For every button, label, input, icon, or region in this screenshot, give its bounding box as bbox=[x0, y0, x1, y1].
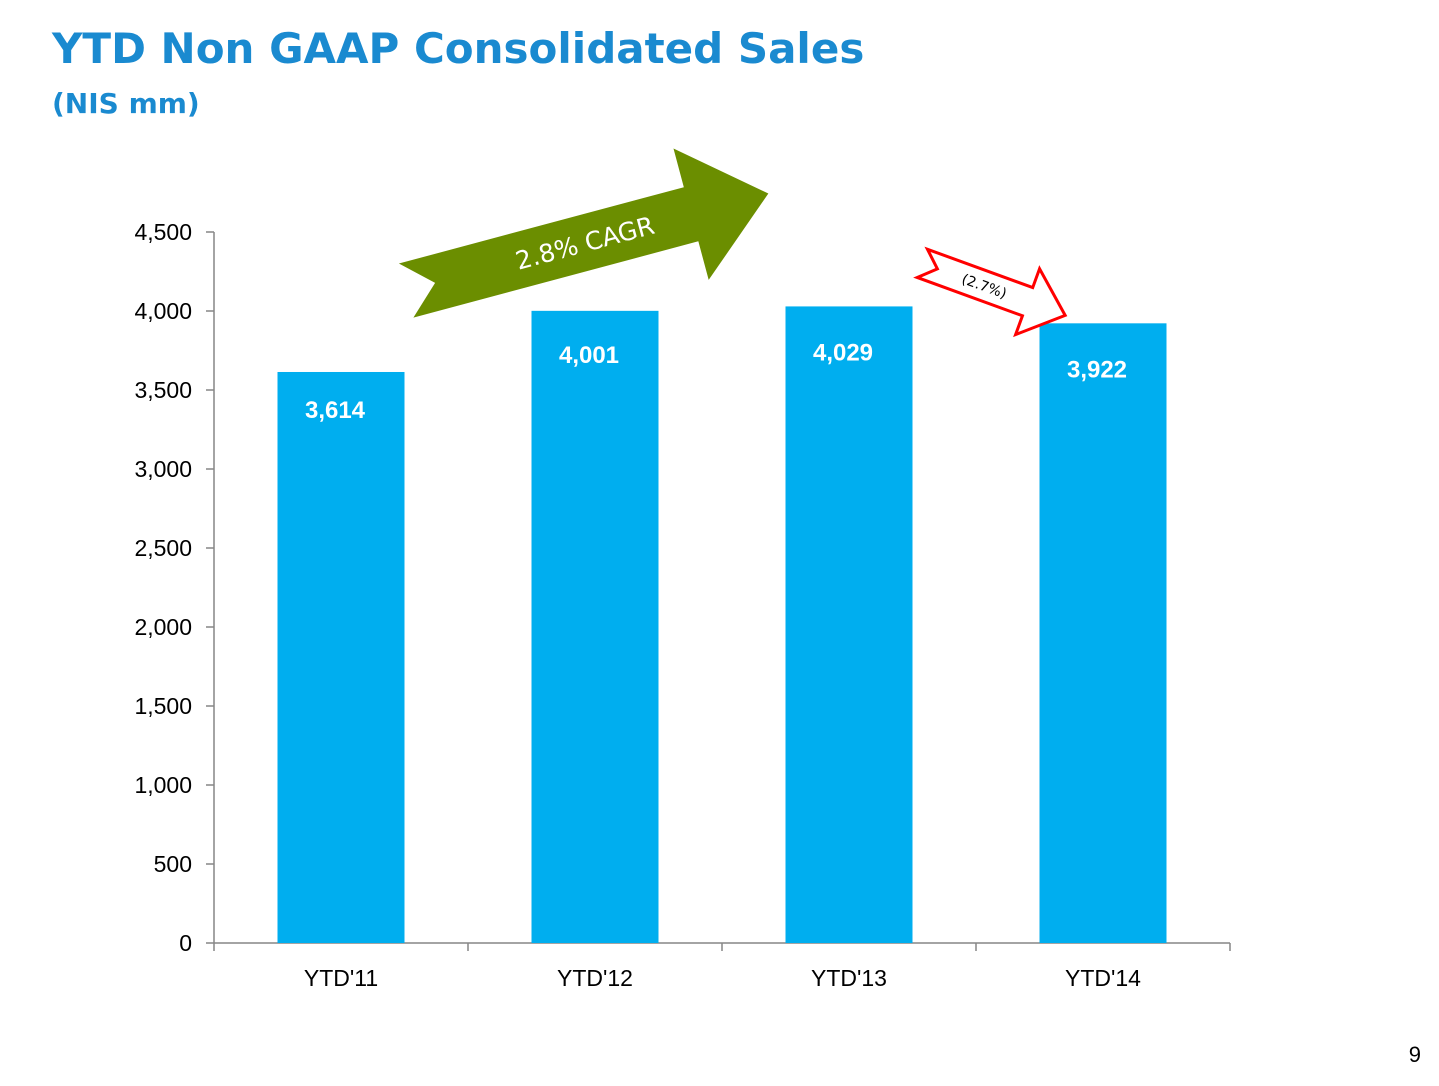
bar-value-label: 3,922 bbox=[1067, 356, 1127, 383]
y-tick-label: 1,500 bbox=[134, 693, 192, 719]
bar bbox=[277, 371, 405, 943]
y-tick-label: 500 bbox=[154, 851, 192, 877]
page-title: YTD Non GAAP Consolidated Sales bbox=[52, 24, 865, 73]
x-tick-label: YTD'11 bbox=[304, 965, 378, 991]
y-tick-label: 4,000 bbox=[134, 298, 192, 324]
x-tick-label: YTD'14 bbox=[1065, 965, 1141, 991]
bar-value-label: 3,614 bbox=[305, 397, 366, 424]
x-tick-label: YTD'12 bbox=[557, 965, 633, 991]
y-tick-label: 0 bbox=[179, 930, 192, 956]
bar bbox=[531, 310, 659, 943]
y-tick-label: 2,000 bbox=[134, 614, 192, 640]
bar-value-label: 4,029 bbox=[813, 339, 873, 366]
x-axis: YTD'11 YTD'12 YTD'13 YTD'14 bbox=[213, 942, 1231, 991]
page-subtitle: (NIS mm) bbox=[52, 87, 200, 120]
decline-arrow-shape bbox=[913, 246, 1068, 338]
bar-series: 3,614 4,001 4,029 3,922 bbox=[277, 306, 1167, 944]
y-axis: 0 500 1,000 1,500 2,000 2,500 3,000 3,500 4,000 4… bbox=[134, 219, 215, 956]
cagr-arrow-shape bbox=[398, 148, 769, 318]
bar bbox=[1039, 323, 1167, 944]
bar-value-label: 4,001 bbox=[559, 342, 619, 369]
page-number: 9 bbox=[1408, 1042, 1421, 1067]
y-tick-label: 3,000 bbox=[134, 456, 192, 482]
y-tick-label: 3,500 bbox=[134, 377, 192, 403]
y-tick-label: 2,500 bbox=[134, 535, 192, 561]
y-tick-label: 1,000 bbox=[134, 772, 192, 798]
decline-arrow: (2.7%) bbox=[913, 246, 1068, 338]
x-tick-label: YTD'13 bbox=[811, 965, 887, 991]
y-tick-label: 4,500 bbox=[134, 219, 192, 245]
bar bbox=[785, 306, 913, 944]
